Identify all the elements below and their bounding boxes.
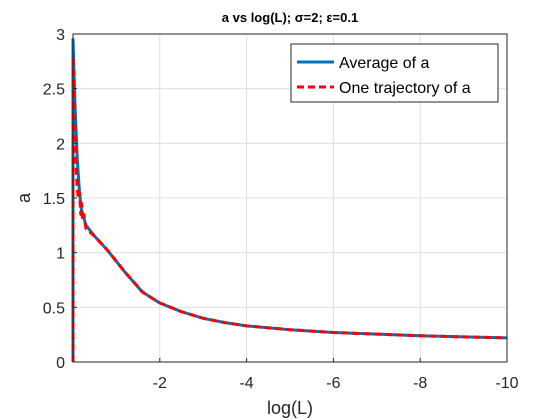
y-tick-label: 3: [56, 27, 65, 44]
legend-box: [290, 43, 499, 103]
ticks: -2 -4 -6 -8 -10 0 0.5 1 1.5 2 2.5 3: [43, 27, 519, 392]
y-tick-label: 2.5: [43, 82, 65, 99]
x-tick-label: -8: [413, 375, 427, 392]
series-layer: [71, 38, 508, 362]
y-tick-label: 2: [56, 136, 65, 153]
series-trajectory-line: [71, 54, 508, 362]
y-tick-label: 1: [56, 246, 65, 263]
legend-label-average: Average of a: [339, 55, 430, 72]
x-tick-label: -6: [326, 375, 340, 392]
x-axis-label: log(L): [267, 398, 313, 418]
x-tick-label: -2: [153, 375, 167, 392]
y-tick-label: 1.5: [43, 191, 65, 208]
y-tick-label: 0: [56, 355, 65, 372]
grid: [72, 33, 508, 363]
x-tick-label: -4: [239, 375, 253, 392]
legend-label-trajectory: One trajectory of a: [339, 80, 471, 97]
x-tick-label: -10: [495, 375, 518, 392]
y-axis-label: a: [14, 192, 34, 203]
y-tick-label: 0.5: [43, 300, 65, 317]
legend: Average of a One trajectory of a: [290, 43, 499, 103]
chart-title: a vs log(L); σ=2; ε=0.1: [222, 10, 358, 25]
